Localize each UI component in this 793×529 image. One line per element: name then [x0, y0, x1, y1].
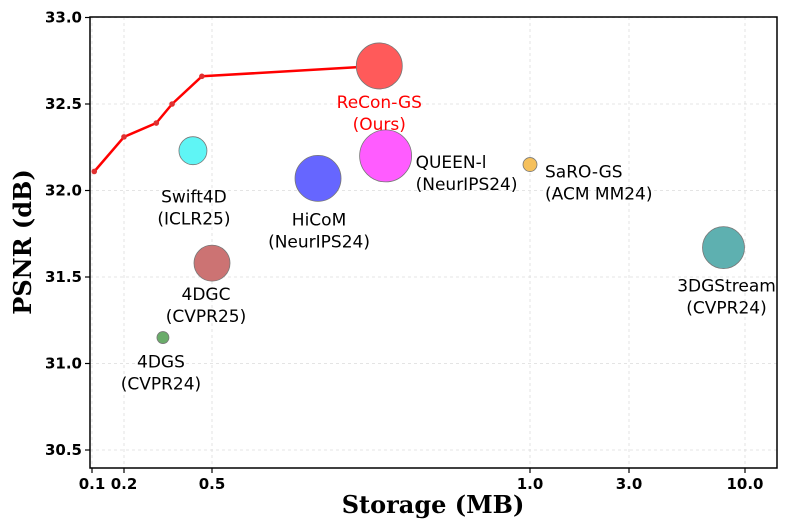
y-tick-label: 33.0: [45, 9, 82, 27]
y-tick-label: 32.0: [45, 182, 82, 200]
y-tick-label: 30.5: [45, 441, 82, 459]
label-swift4d-venue: (ICLR25): [157, 210, 230, 230]
y-axis-title: PSNR (dB): [8, 169, 37, 314]
bubble-queen-l: [359, 129, 413, 183]
label-saro-gs-name: SaRO-GS: [545, 163, 623, 183]
y-tick-label: 32.5: [45, 95, 82, 113]
label-hicom-name: HiCoM: [292, 210, 346, 230]
label-4dgc-name: 4DGC: [182, 285, 231, 305]
x-tick-label: 0.5: [199, 475, 226, 493]
label-4dgc-venue: (CVPR25): [166, 307, 246, 327]
bubble-3dgstream: [702, 226, 745, 269]
x-axis-title: Storage (MB): [342, 490, 525, 519]
bubble-recon-gs: [355, 42, 403, 90]
bubble-hicom: [294, 154, 342, 202]
recon-gs-curve-point: [91, 168, 98, 175]
y-tick-label: 31.0: [45, 355, 82, 373]
y-tick-label: 31.5: [45, 268, 82, 286]
recon-gs-curve: [91, 63, 383, 175]
plot-frame: [89, 16, 778, 469]
plot-area: [90, 17, 777, 468]
x-tick-label: 1.0: [517, 475, 544, 493]
label-4dgs-venue: (CVPR24): [121, 375, 201, 395]
label-saro-gs-venue: (ACM MM24): [545, 185, 653, 205]
label-queen-l-name: QUEEN-l: [416, 153, 487, 173]
label-recon-gs-venue: (Ours): [353, 115, 406, 135]
label-3dgstream-name: 3DGStream: [677, 277, 776, 297]
x-tick-label: 3.0: [616, 475, 643, 493]
label-queen-l-venue: (NeurIPS24): [416, 175, 518, 195]
x-tick-label: 0.2: [111, 475, 138, 493]
x-tick-label: 0.1: [79, 475, 106, 493]
label-4dgs-name: 4DGS: [137, 353, 185, 373]
label-hicom-venue: (NeurIPS24): [268, 232, 370, 252]
bubble-swift4d: [178, 136, 208, 166]
bubble-saro-gs: [522, 157, 538, 172]
x-ticks: 0.1 0.2 0.5 1.0 3.0 10.0: [79, 468, 764, 493]
recon-gs-line: [93, 64, 380, 173]
recon-gs-curve-point: [169, 101, 175, 107]
recon-gs-curve-point: [121, 134, 127, 140]
point-labels: ReCon-GS(Ours)Swift4D(ICLR25) HiCoM(NeurI…: [121, 93, 776, 395]
recon-gs-curve-point: [153, 120, 160, 126]
bubble-4dgs: [156, 331, 170, 344]
x-tick-label: 10.0: [726, 475, 763, 493]
label-swift4d-name: Swift4D: [161, 188, 227, 208]
y-ticks: 30.5 31.0 31.5 32.0 32.5 33.0: [45, 9, 90, 459]
bubble-4dgc: [193, 244, 231, 282]
bubbles: [156, 42, 745, 344]
label-recon-gs-name: ReCon-GS: [337, 93, 422, 113]
label-3dgstream-venue: (CVPR24): [686, 299, 766, 319]
recon-gs-curve-point: [199, 73, 205, 80]
